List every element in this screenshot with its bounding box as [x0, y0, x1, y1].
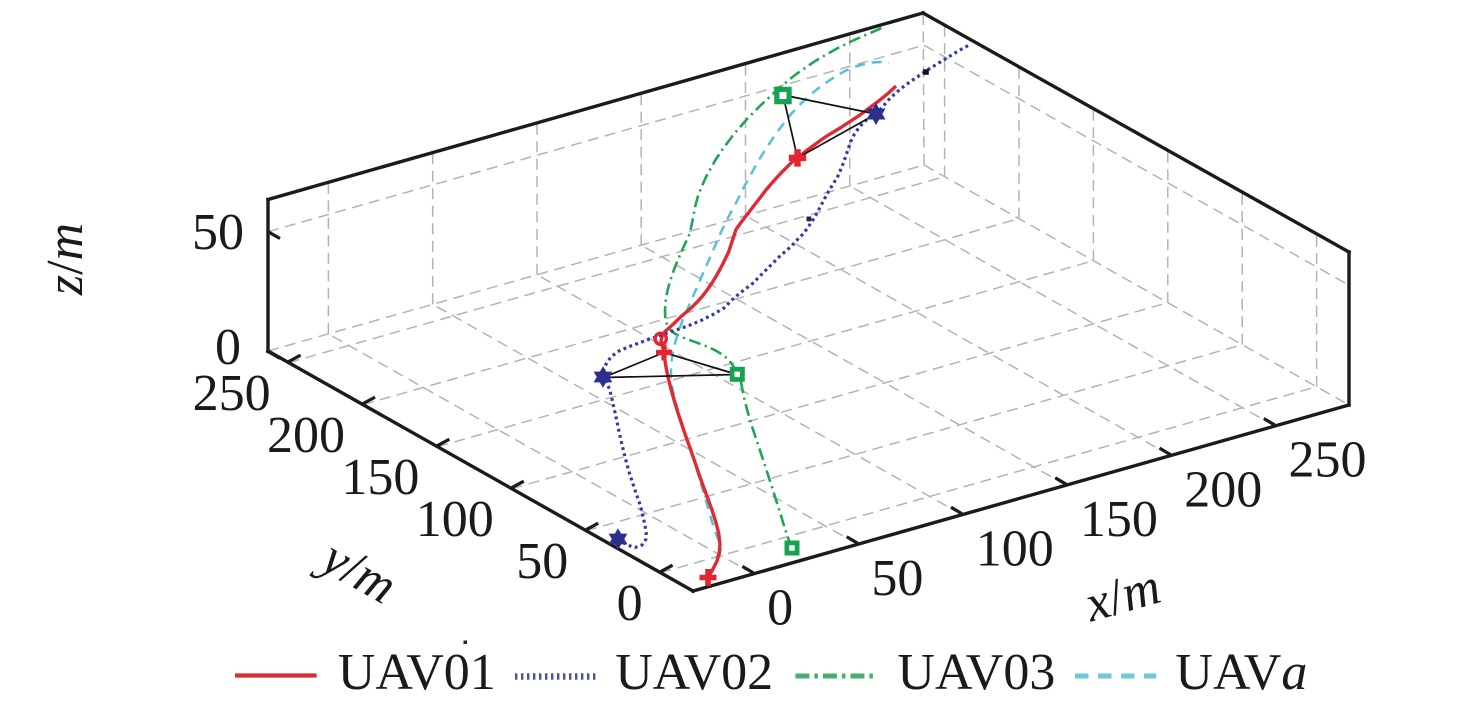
svg-text:UAV01: UAV01	[338, 644, 496, 701]
svg-text:0: 0	[767, 580, 793, 637]
svg-text:200: 200	[267, 407, 345, 464]
svg-text:250: 250	[1289, 432, 1367, 489]
svg-text:UAVa: UAVa	[1175, 644, 1307, 701]
svg-text:200: 200	[1184, 461, 1262, 518]
svg-text:50: 50	[871, 550, 923, 607]
svg-text:150: 150	[1080, 491, 1158, 548]
svg-text:50: 50	[516, 533, 568, 590]
svg-text:150: 150	[341, 449, 419, 506]
svg-text:100: 100	[416, 491, 494, 548]
svg-text:UAV02: UAV02	[615, 644, 773, 701]
svg-text:0: 0	[215, 319, 241, 376]
svg-text:UAV03: UAV03	[897, 644, 1055, 701]
svg-text:z/m: z/m	[37, 223, 94, 296]
svg-text:250: 250	[193, 365, 271, 422]
svg-text:100: 100	[976, 520, 1054, 577]
svg-text:50: 50	[192, 204, 244, 261]
svg-text:0: 0	[617, 575, 643, 632]
